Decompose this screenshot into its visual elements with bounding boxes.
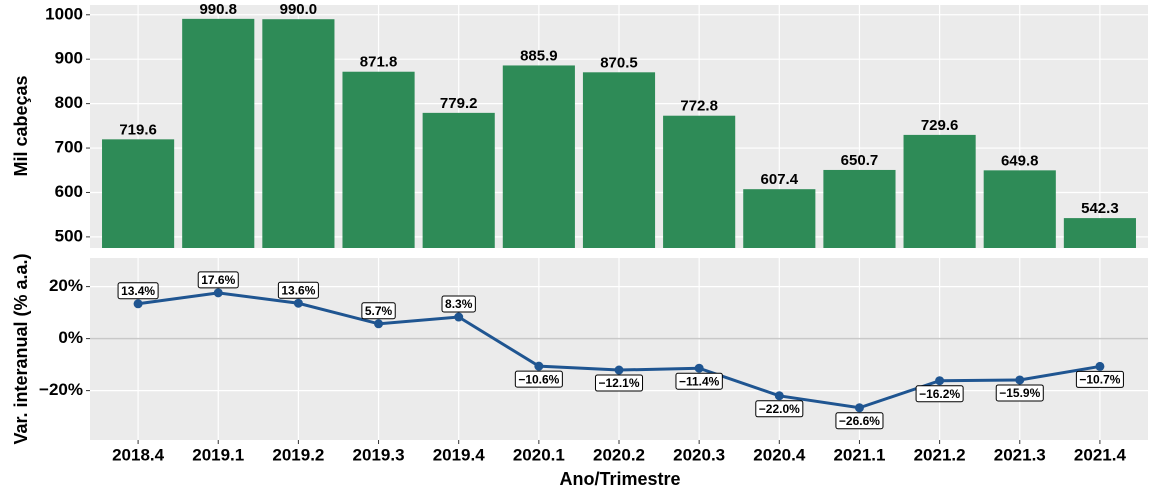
point-label: 8.3% — [445, 297, 473, 311]
point — [694, 363, 704, 373]
bar-label: 990.0 — [280, 1, 318, 18]
bar — [823, 169, 896, 248]
y-axis-title: Var. interanual (% a.a.) — [11, 253, 31, 444]
y-tick-label: 1000 — [45, 4, 83, 23]
x-tick-label: 2019.3 — [353, 445, 405, 464]
point — [1095, 361, 1105, 371]
label-box — [594, 374, 644, 392]
x-tick-label: 2021.4 — [1074, 445, 1127, 464]
x-tick-label: 2021.3 — [994, 445, 1046, 464]
x-tick-label: 2018.4 — [112, 445, 165, 464]
bar — [342, 71, 415, 249]
point-label: −22.0% — [759, 402, 800, 416]
y-tick-label: −20% — [39, 380, 83, 399]
bar-label: 772.8 — [680, 98, 718, 115]
bar-label: 542.3 — [1081, 200, 1119, 217]
y-tick-label: 20% — [49, 276, 83, 295]
point-label: −11.4% — [679, 374, 720, 388]
point — [614, 365, 624, 375]
point-label: −10.7% — [1079, 373, 1120, 387]
point-label: 5.7% — [365, 304, 393, 318]
bar-label: 649.8 — [1001, 152, 1039, 169]
label-box — [755, 400, 804, 418]
point — [133, 299, 143, 309]
label-box — [441, 295, 476, 313]
label-box — [675, 372, 723, 390]
point — [454, 312, 464, 322]
x-tick-label: 2021.2 — [914, 445, 966, 464]
bar — [1063, 218, 1136, 248]
bar — [262, 19, 335, 248]
point — [293, 298, 303, 308]
bar — [102, 139, 175, 248]
x-tick-label: 2020.3 — [673, 445, 725, 464]
x-tick-label: 2020.4 — [753, 445, 806, 464]
point — [213, 288, 223, 298]
point-label: −26.6% — [839, 414, 880, 428]
x-axis-title: Ano/Trimestre — [559, 469, 680, 489]
y-tick-label: 700 — [55, 138, 83, 157]
label-box — [361, 302, 396, 320]
y-axis-title: Mil cabeças — [11, 75, 31, 176]
bar — [582, 72, 656, 249]
bar — [983, 170, 1056, 248]
y-tick-label: 0% — [58, 328, 83, 347]
bar-label: 729.6 — [921, 117, 959, 134]
label-box — [835, 412, 884, 430]
label-box — [117, 282, 159, 300]
bar-label: 870.5 — [600, 54, 638, 71]
point-label: −16.2% — [919, 387, 960, 401]
label-box — [197, 271, 239, 289]
label-box — [1075, 370, 1124, 388]
bar — [663, 115, 736, 249]
bar-label: 719.6 — [119, 121, 157, 138]
y-tick-label: 500 — [55, 226, 83, 245]
point — [854, 403, 864, 413]
point — [534, 361, 544, 371]
bar — [903, 134, 976, 248]
point — [374, 319, 384, 329]
x-tick-label: 2020.1 — [513, 445, 565, 464]
label-box — [514, 370, 563, 388]
label-box — [277, 281, 319, 299]
y-tick-label: 600 — [55, 182, 83, 201]
point-label: −15.9% — [999, 386, 1040, 400]
label-box — [915, 385, 964, 403]
label-box — [995, 384, 1044, 402]
bar — [422, 112, 495, 249]
bar-label: 990.8 — [199, 1, 237, 18]
bar-label: 885.9 — [520, 47, 558, 64]
bar — [743, 189, 816, 248]
point — [774, 391, 784, 401]
point-label: −12.1% — [598, 376, 639, 390]
bar-label: 607.4 — [761, 171, 799, 188]
point — [1015, 375, 1025, 385]
x-tick-label: 2021.1 — [833, 445, 885, 464]
bar-label: 871.8 — [360, 54, 398, 71]
bar — [182, 18, 255, 249]
point-label: 17.6% — [201, 273, 235, 287]
bar-label: 779.2 — [440, 95, 478, 112]
y-tick-label: 900 — [55, 49, 83, 68]
point-label: −10.6% — [518, 372, 559, 386]
x-tick-label: 2019.2 — [272, 445, 324, 464]
point-label: 13.4% — [121, 284, 155, 298]
x-tick-label: 2020.2 — [593, 445, 645, 464]
y-tick-label: 800 — [55, 93, 83, 112]
x-tick-label: 2019.1 — [192, 445, 244, 464]
x-tick-label: 2019.4 — [433, 445, 486, 464]
point-label: 13.6% — [281, 283, 315, 297]
bar-label: 650.7 — [841, 152, 879, 169]
point — [935, 376, 945, 386]
bar — [502, 65, 575, 248]
